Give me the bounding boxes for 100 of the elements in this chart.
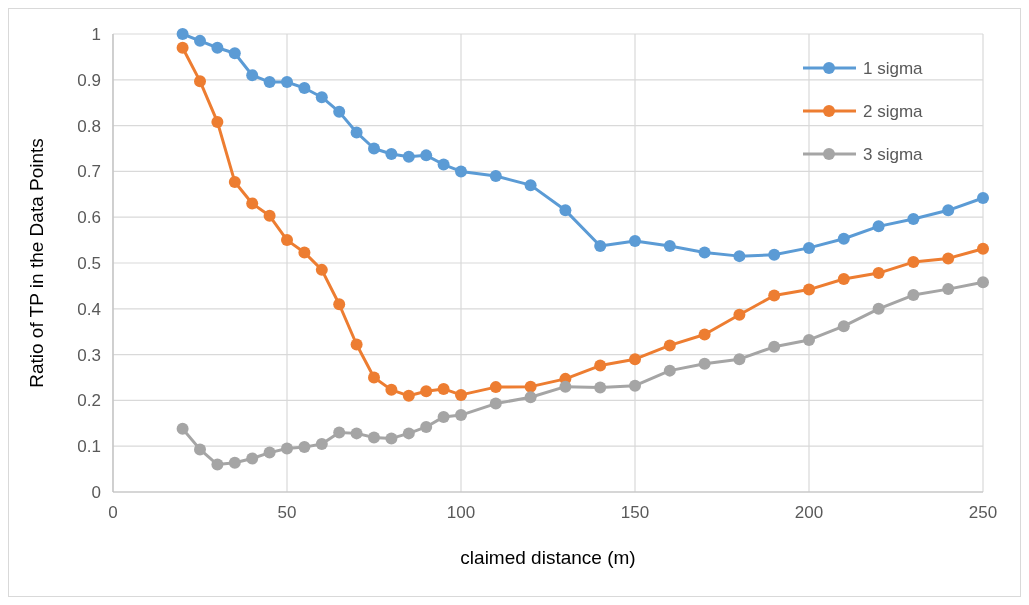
point: [228, 47, 241, 60]
point: [942, 283, 955, 296]
x-tick-label: 200: [794, 503, 824, 522]
point: [420, 420, 433, 433]
point: [907, 289, 920, 302]
point: [437, 158, 450, 171]
point: [837, 320, 850, 333]
y-tick-label: 1: [91, 24, 101, 44]
point: [907, 213, 920, 226]
point: [420, 385, 433, 398]
point: [455, 388, 467, 401]
point: [228, 456, 241, 469]
point: [315, 91, 328, 104]
point: [333, 105, 346, 118]
point: [368, 142, 380, 155]
point: [489, 397, 502, 410]
point: [594, 240, 607, 253]
point: [246, 69, 259, 82]
point: [768, 248, 781, 261]
point: [698, 246, 711, 259]
point: [629, 353, 641, 366]
y-tick-label: 0.8: [77, 116, 101, 136]
point: [385, 148, 398, 160]
point: [263, 76, 276, 89]
point: [368, 431, 380, 444]
point: [489, 381, 502, 394]
point: [977, 242, 989, 255]
legend-label: 3 sigma: [863, 144, 924, 164]
point: [333, 426, 346, 439]
x-tick-label: 250: [968, 503, 998, 522]
point: [733, 308, 746, 321]
point: [385, 432, 398, 445]
y-tick-label: 0.3: [77, 345, 101, 365]
y-axis-title: Ratio of TP in the Data Points: [26, 138, 47, 388]
point: [437, 410, 450, 423]
point: [594, 381, 607, 394]
point: [350, 338, 363, 351]
y-tick-label: 0.2: [77, 391, 101, 411]
point: [281, 234, 293, 247]
point: [333, 298, 346, 311]
point: [663, 240, 676, 253]
point: [194, 75, 206, 88]
point: [663, 339, 676, 352]
point: [942, 252, 955, 265]
point: [437, 382, 450, 395]
point: [263, 209, 276, 222]
y-tick-label: 0.9: [77, 70, 101, 90]
point: [176, 422, 189, 435]
legend-label: 1 sigma: [863, 58, 924, 78]
point: [872, 302, 885, 315]
point: [263, 446, 276, 459]
point: [489, 169, 502, 182]
point: [315, 263, 328, 276]
point: [298, 441, 311, 454]
point: [176, 41, 189, 54]
point: [455, 409, 467, 422]
point: [298, 82, 311, 95]
point: [420, 149, 433, 162]
point: [907, 256, 920, 269]
point: [368, 371, 380, 384]
point: [402, 150, 415, 163]
point: [559, 380, 572, 393]
point: [837, 273, 850, 286]
point: [211, 115, 224, 128]
point: [228, 175, 241, 188]
point: [698, 357, 711, 370]
point: [942, 204, 955, 217]
point: [315, 437, 328, 450]
point: [281, 76, 293, 89]
x-tick-label: 50: [277, 503, 297, 522]
point: [385, 383, 398, 396]
point: [768, 340, 781, 353]
x-tick-label: 150: [620, 503, 650, 522]
point: [246, 197, 259, 210]
point: [350, 427, 363, 440]
point: [402, 389, 415, 402]
point: [837, 232, 850, 245]
point: [594, 359, 607, 372]
y-tick-label: 0.4: [77, 299, 101, 319]
point: [455, 165, 467, 178]
legend-label: 2 sigma: [863, 101, 924, 121]
point: [977, 191, 989, 204]
point: [872, 267, 885, 280]
point: [176, 28, 189, 40]
y-tick-label: 0: [91, 482, 101, 502]
point: [524, 380, 537, 393]
point: [698, 328, 711, 341]
point: [402, 427, 415, 440]
y-tick-label: 0.6: [77, 208, 101, 228]
point: [629, 379, 641, 392]
x-axis-title: claimed distance (m): [460, 547, 636, 568]
point: [524, 391, 537, 404]
point: [803, 333, 815, 346]
point: [211, 41, 224, 54]
y-tick-label: 0.1: [77, 437, 101, 457]
point: [733, 353, 746, 366]
point: [524, 179, 537, 192]
point: [872, 220, 885, 233]
x-tick-label: 100: [446, 503, 476, 522]
point: [663, 364, 676, 377]
